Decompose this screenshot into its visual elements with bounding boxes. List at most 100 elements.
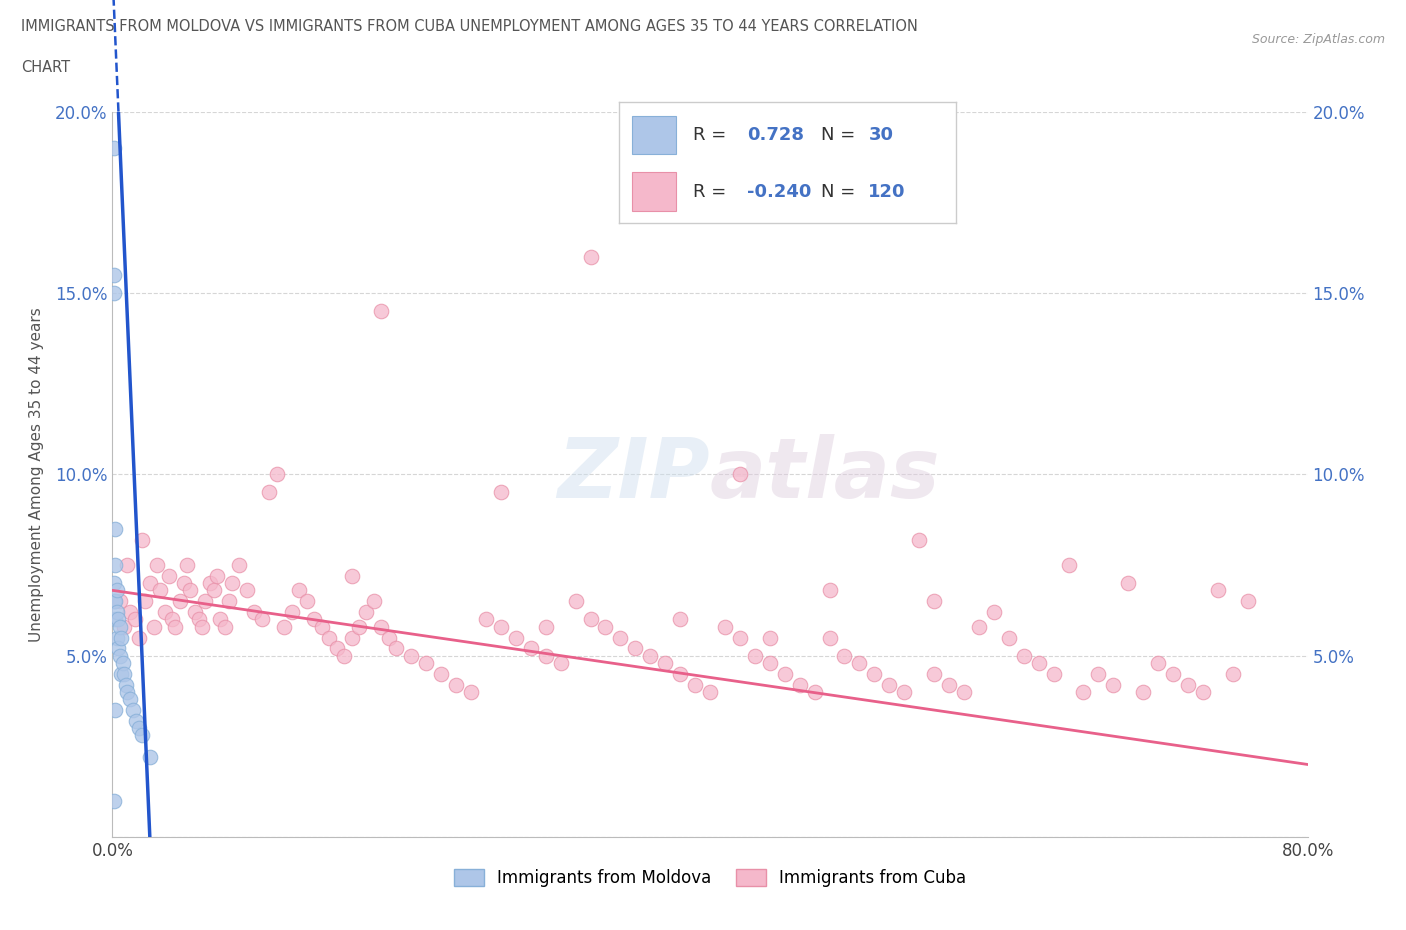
Point <box>818 631 841 645</box>
Point <box>120 604 142 619</box>
Point <box>288 583 311 598</box>
Point <box>214 619 236 634</box>
Point <box>475 612 498 627</box>
Point <box>893 684 915 699</box>
Point <box>908 532 931 547</box>
Point <box>179 583 201 598</box>
Point <box>107 612 129 627</box>
Point <box>1147 656 1170 671</box>
Text: 0.728: 0.728 <box>747 126 804 144</box>
Point <box>378 631 401 645</box>
Point <box>347 619 370 634</box>
Text: N =: N = <box>821 183 860 201</box>
Point <box>281 604 304 619</box>
Point <box>1012 648 1035 663</box>
Point <box>194 594 217 609</box>
Point <box>1177 677 1199 692</box>
Point <box>110 631 132 645</box>
Point <box>103 268 125 283</box>
Point <box>104 703 127 718</box>
Point <box>110 667 132 682</box>
Point <box>401 648 423 663</box>
Point <box>595 619 617 634</box>
Point <box>370 619 392 634</box>
Point <box>489 619 512 634</box>
Point <box>967 619 990 634</box>
Point <box>579 612 602 627</box>
Point <box>139 576 162 591</box>
Point <box>302 612 325 627</box>
Point <box>104 612 127 627</box>
Point <box>654 656 676 671</box>
Point <box>1206 583 1229 598</box>
Point <box>1057 558 1080 573</box>
Point <box>333 648 356 663</box>
Point <box>773 667 796 682</box>
Point <box>714 619 737 634</box>
Point <box>340 631 363 645</box>
Point <box>103 594 125 609</box>
Text: CHART: CHART <box>21 60 70 75</box>
Point <box>385 641 408 656</box>
Text: ZIP: ZIP <box>557 433 710 515</box>
Point <box>108 648 131 663</box>
Point <box>114 619 135 634</box>
Text: IMMIGRANTS FROM MOLDOVA VS IMMIGRANTS FROM CUBA UNEMPLOYMENT AMONG AGES 35 TO 44: IMMIGRANTS FROM MOLDOVA VS IMMIGRANTS FR… <box>21 19 918 33</box>
Point <box>460 684 482 699</box>
Text: 120: 120 <box>869 183 905 201</box>
Point <box>111 656 134 671</box>
Point <box>146 558 169 573</box>
Point <box>863 667 886 682</box>
Text: R =: R = <box>693 183 733 201</box>
Point <box>489 485 512 500</box>
Point <box>117 558 139 573</box>
Point <box>311 619 333 634</box>
Point <box>162 612 183 627</box>
Point <box>105 583 128 598</box>
Point <box>1087 667 1109 682</box>
Point <box>520 641 543 656</box>
Point <box>834 648 856 663</box>
Point <box>143 619 166 634</box>
Point <box>430 667 453 682</box>
Point <box>122 703 145 718</box>
Point <box>1222 667 1244 682</box>
Point <box>744 648 766 663</box>
Point <box>879 677 901 692</box>
Text: R =: R = <box>693 126 733 144</box>
Point <box>114 667 135 682</box>
Text: N =: N = <box>821 126 860 144</box>
Point <box>169 594 191 609</box>
Point <box>266 467 288 482</box>
Point <box>759 656 782 671</box>
Point <box>1102 677 1125 692</box>
Point <box>105 631 128 645</box>
Point <box>1042 667 1064 682</box>
Point <box>117 684 139 699</box>
Point <box>191 619 214 634</box>
Point <box>108 619 131 634</box>
Point <box>157 568 180 583</box>
Point <box>789 677 811 692</box>
Point <box>228 558 250 573</box>
Point <box>505 631 527 645</box>
Bar <box>633 172 676 211</box>
Point <box>128 631 150 645</box>
Point <box>953 684 976 699</box>
Point <box>153 604 176 619</box>
Point <box>103 140 125 155</box>
Bar <box>633 115 676 154</box>
Point <box>131 532 153 547</box>
Legend: Immigrants from Moldova, Immigrants from Cuba: Immigrants from Moldova, Immigrants from… <box>447 862 973 894</box>
Point <box>1192 684 1215 699</box>
Text: -0.240: -0.240 <box>747 183 811 201</box>
Point <box>134 594 156 609</box>
Point <box>983 604 1005 619</box>
Point <box>295 594 318 609</box>
Point <box>1237 594 1260 609</box>
Point <box>1132 684 1154 699</box>
Text: atlas: atlas <box>710 433 941 515</box>
Point <box>370 303 392 318</box>
Point <box>103 286 125 300</box>
Point <box>1161 667 1184 682</box>
